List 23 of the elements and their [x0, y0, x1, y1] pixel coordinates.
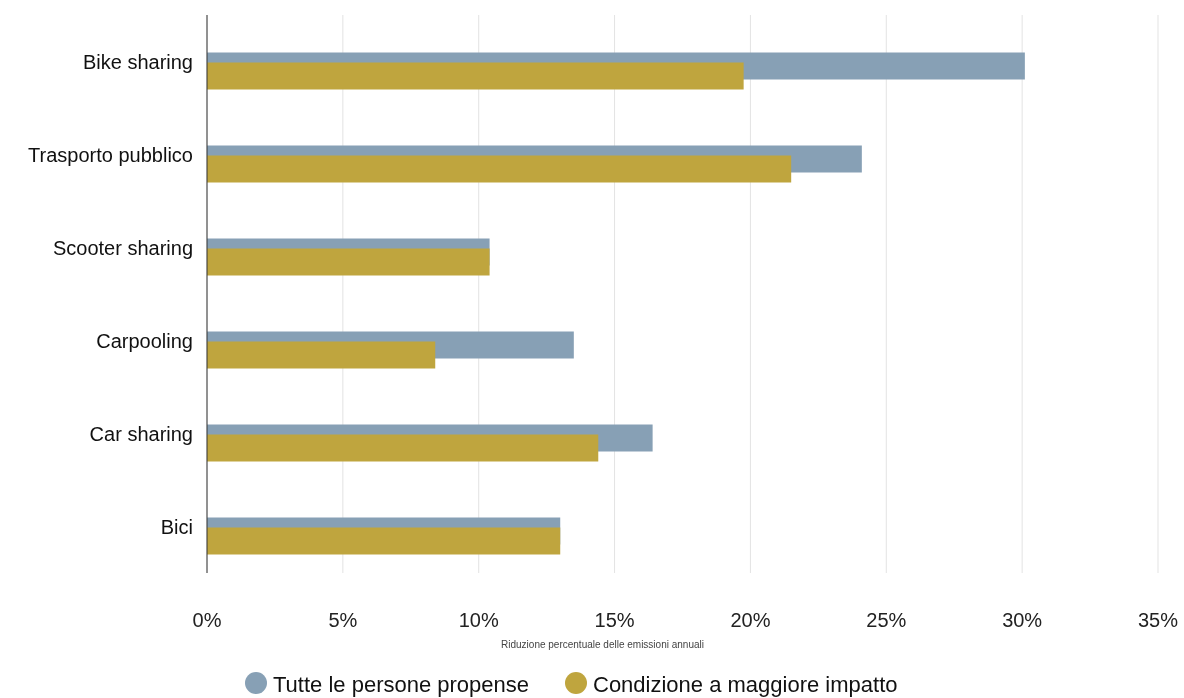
y-tick-label: Car sharing: [89, 422, 193, 445]
x-tick-label: 35%: [1137, 609, 1179, 631]
y-tick-label: Carpooling: [96, 329, 193, 352]
bar: [207, 62, 744, 90]
y-tick-label: Bici: [160, 515, 193, 538]
legend-label: Tutte le persone propense: [273, 671, 530, 697]
x-tick-label: 10%: [458, 609, 499, 631]
legend-label: Condizione a maggiore impatto: [593, 671, 898, 697]
x-tick-label: 15%: [594, 609, 635, 631]
bar: [207, 248, 490, 276]
bar: [207, 527, 561, 555]
y-tick-label: Trasporto pubblico: [28, 143, 193, 166]
x-tick-label: 0%: [192, 609, 222, 631]
x-axis-title: Riduzione percentuale delle emissioni annuali: [501, 639, 704, 650]
x-tick-label: 30%: [1002, 609, 1043, 631]
bar: [207, 155, 792, 183]
x-tick-label: 20%: [730, 609, 771, 631]
y-tick-label: Bike sharing: [82, 50, 193, 73]
x-tick-label: 5%: [328, 609, 358, 631]
y-tick-label: Scooter sharing: [52, 236, 193, 259]
bar: [207, 341, 436, 369]
bar: [207, 434, 599, 462]
x-tick-label: 25%: [866, 609, 907, 631]
